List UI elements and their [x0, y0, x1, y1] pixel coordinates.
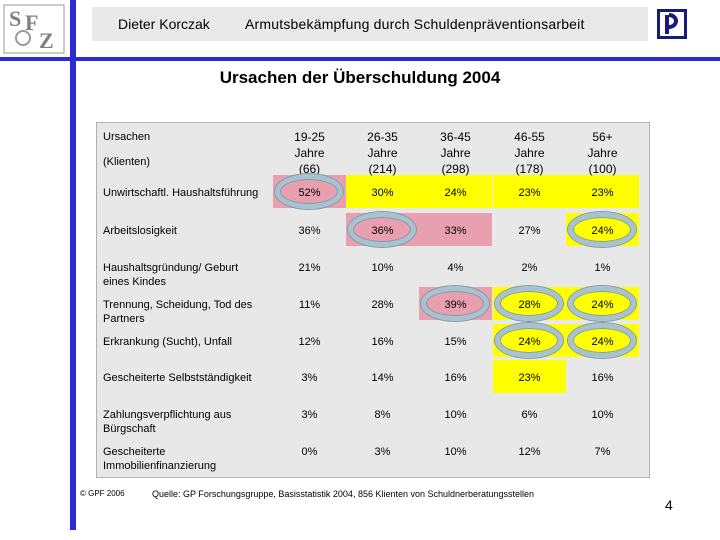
highlight-fill — [493, 360, 566, 393]
highlight-fill — [419, 175, 492, 208]
highlight-ring — [568, 212, 636, 247]
row-label: Zahlungsverpflichtung aus Bürgschaft — [103, 409, 232, 435]
column-header-n: (178) — [515, 162, 544, 176]
column-header-unit: Jahre — [367, 146, 398, 160]
header-title: Armutsbekämpfung durch Schuldenpräventio… — [245, 16, 585, 32]
row-value: 6% — [521, 409, 538, 421]
row-value: 11% — [298, 299, 321, 311]
column-header-age: 36-45 — [440, 130, 471, 144]
highlight-ring — [568, 286, 636, 321]
column-header-age: 19-25 — [294, 130, 325, 144]
row-value: 21% — [298, 262, 321, 274]
row-value: 3% — [374, 446, 391, 458]
row-label: Gescheiterte Immobilienfinanzierung — [103, 446, 217, 472]
highlight-ring — [421, 286, 489, 321]
row-value: 10% — [444, 409, 467, 421]
row-value: 36% — [298, 225, 321, 237]
row-value: 12% — [298, 336, 321, 348]
row-value: 3% — [301, 372, 318, 384]
source-note: Quelle: GP Forschungsgruppe, Basisstatis… — [152, 489, 535, 499]
highlight-ring — [568, 323, 636, 358]
row-value: 30% — [371, 187, 394, 199]
highlight-ring — [495, 323, 563, 358]
row-value: 24% — [444, 187, 467, 199]
row-value: 23% — [591, 187, 614, 199]
slide-title: Ursachen der Überschuldung 2004 — [219, 68, 501, 87]
p-logo — [657, 9, 687, 39]
causes-table: Ursachen (Klienten) 19-25 Jahre (66) 26-35 J… — [96, 122, 650, 478]
label-header: Ursachen — [103, 131, 151, 143]
column-header-unit: Jahre — [587, 146, 618, 160]
row-label: Erkrankung (Sucht), Unfall — [103, 336, 232, 348]
row-value: 33% — [444, 225, 467, 237]
highlight-fill — [566, 175, 639, 208]
column-header-unit: Jahre — [440, 146, 471, 160]
highlight-fill — [346, 175, 419, 208]
row-value: 7% — [594, 446, 611, 458]
highlight-fill — [493, 175, 566, 208]
row-value: 27% — [518, 225, 541, 237]
row-value: 4% — [447, 262, 464, 274]
row-value: 14% — [371, 372, 394, 384]
row-label: Haushaltsgründung/ Geburt eines Kindes — [103, 262, 239, 288]
column-header-unit: Jahre — [294, 146, 325, 160]
row-value: 16% — [444, 372, 467, 384]
row-value: 28% — [371, 299, 394, 311]
copyright: © GPF 2006 — [80, 489, 125, 498]
header-author: Dieter Korczak — [118, 16, 210, 32]
row-value: 16% — [591, 372, 614, 384]
highlight-ring — [275, 174, 343, 209]
row-value: 16% — [371, 336, 394, 348]
label-subheader: (Klienten) — [103, 156, 151, 168]
row-value: 8% — [374, 409, 391, 421]
row-label: Unwirtschaftl. Haushaltsführung — [103, 187, 259, 199]
row-value: 23% — [518, 187, 541, 199]
column-header-n: (214) — [368, 162, 397, 176]
row-label: Trennung, Scheidung, Tod des Partners — [103, 299, 253, 325]
column-header-age: 46-55 — [514, 130, 545, 144]
row-value: 10% — [444, 446, 467, 458]
highlight-ring — [495, 286, 563, 321]
header-banner — [92, 7, 648, 41]
column-header-n: (66) — [298, 162, 321, 176]
sfz-logo: S F Z — [3, 4, 65, 54]
row-value: 23% — [518, 372, 541, 384]
row-value: 12% — [518, 446, 541, 458]
row-label: Arbeitslosigkeit — [103, 225, 177, 237]
row-value: 1% — [594, 262, 611, 274]
row-value: 15% — [444, 336, 467, 348]
highlight-ring — [348, 212, 416, 247]
svg-text:F: F — [25, 10, 38, 35]
column-header-n: (100) — [588, 162, 617, 176]
row-value: 2% — [521, 262, 538, 274]
column-header-unit: Jahre — [514, 146, 545, 160]
row-value: 3% — [301, 409, 318, 421]
page-number: 4 — [665, 497, 673, 513]
svg-text:Z: Z — [39, 28, 54, 53]
column-header-n: (298) — [441, 162, 470, 176]
column-header-age: 26-35 — [367, 130, 398, 144]
column-header-age: 56+ — [592, 130, 613, 144]
row-value: 10% — [591, 409, 614, 421]
header-divider — [0, 57, 720, 61]
row-label: Gescheiterte Selbstständigkeit — [103, 372, 252, 384]
left-accent-bar — [70, 0, 76, 530]
svg-text:S: S — [9, 6, 21, 31]
highlight-fill — [419, 213, 492, 246]
row-value: 0% — [301, 446, 318, 458]
row-value: 10% — [371, 262, 394, 274]
